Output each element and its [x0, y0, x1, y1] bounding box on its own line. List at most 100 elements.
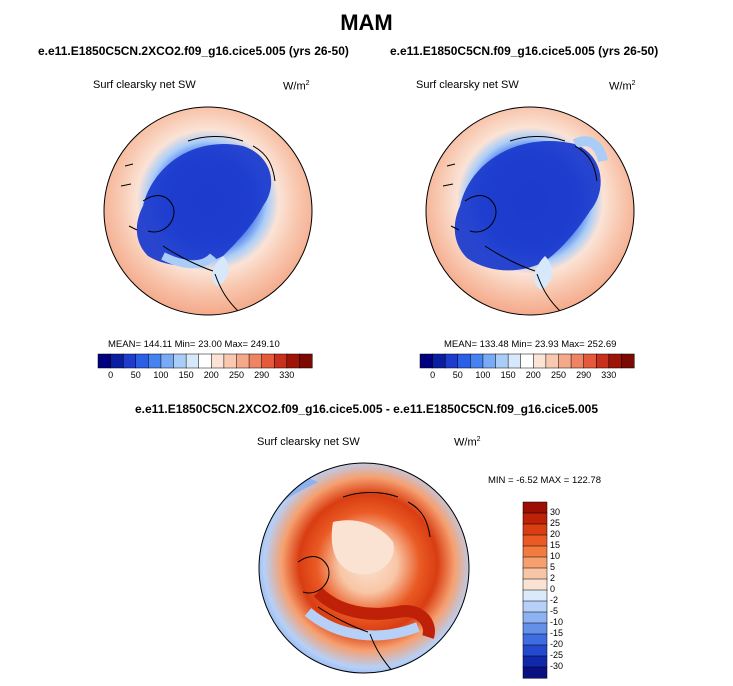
colorbar-tick-label: 15	[550, 540, 561, 550]
colorbar-tick-label: -2	[550, 595, 559, 605]
colorbar-swatch	[432, 353, 446, 369]
colorbar-tick-label: 10	[550, 551, 561, 561]
colorbar-tick-label: -30	[550, 661, 564, 671]
colorbar-swatch	[522, 589, 548, 602]
colorbar-swatch	[273, 353, 288, 369]
colorbar-tick-label: 150	[500, 370, 516, 380]
colorbar-swatch	[135, 353, 149, 369]
colorbar-swatch	[185, 353, 200, 369]
colorbar-swatch	[522, 578, 548, 591]
colorbar-swatch	[522, 534, 548, 547]
colorbar-swatch	[419, 353, 434, 369]
colorbar-swatch	[545, 353, 560, 369]
colorbar-swatch	[299, 353, 313, 369]
colorbar-swatch	[522, 622, 548, 635]
colorbar-tick-label: 200	[203, 370, 219, 380]
colorbar-swatch	[236, 353, 250, 369]
colorbar-tick-label: -20	[550, 639, 564, 649]
colorbar-tick-label: 30	[550, 507, 561, 517]
colorbar-tick-label: -10	[550, 617, 564, 627]
colorbar-swatch	[495, 353, 509, 369]
colorbar-tick-label: 250	[228, 370, 244, 380]
panel-1-colorbar	[97, 353, 313, 369]
colorbar-swatch	[286, 353, 300, 369]
panel-2-colorbar	[419, 353, 635, 369]
colorbar-tick-label: 0	[430, 370, 436, 380]
colorbar-tick-label: 330	[279, 370, 295, 380]
colorbar-swatch	[522, 545, 548, 558]
colorbar-swatch	[522, 666, 548, 679]
colorbar-tick-label: 250	[550, 370, 566, 380]
panel-1-stats: MEAN= 144.11 Min= 23.00 Max= 249.10	[108, 339, 280, 350]
colorbar-tick-label: 100	[153, 370, 169, 380]
colorbar-swatch	[522, 523, 548, 536]
colorbar-swatch	[522, 655, 548, 668]
colorbar-swatch	[558, 353, 572, 369]
difference-units: W/m2	[454, 436, 481, 449]
colorbar-swatch	[522, 600, 548, 613]
panel-1-units: W/m2	[283, 80, 310, 93]
colorbar-tick-label: 5	[550, 562, 556, 572]
panel-2-colorbar-ticks: 0 50 100 150 200 250 290 330	[420, 370, 634, 382]
main-title: MAM	[340, 10, 393, 35]
difference-polar-map	[258, 462, 470, 674]
colorbar-swatch	[522, 633, 548, 646]
difference-colorbar-ticks: 30 25 20 15 10 5 2 0 -2 -5 -10 -15 -20 -25 -30	[548, 502, 588, 678]
panel-2-units: W/m2	[609, 80, 636, 93]
colorbar-swatch	[520, 353, 534, 369]
panel-2-case-title: e.e11.E1850C5CN.f09_g16.cice5.005 (yrs 2…	[390, 44, 659, 58]
colorbar-swatch	[148, 353, 162, 369]
colorbar-tick-label: 290	[576, 370, 592, 380]
colorbar-tick-label: -25	[550, 650, 564, 660]
colorbar-tick-label: 290	[254, 370, 270, 380]
colorbar-swatch	[97, 353, 112, 369]
colorbar-swatch	[223, 353, 238, 369]
colorbar-swatch	[470, 353, 484, 369]
colorbar-tick-label: 0	[108, 370, 114, 380]
colorbar-swatch	[211, 353, 225, 369]
colorbar-swatch	[608, 353, 622, 369]
panel-2-polar-map	[425, 106, 635, 316]
panel-2-variable-label: Surf clearsky net SW	[416, 79, 519, 91]
difference-stats: MIN = -6.52 MAX = 122.78	[488, 475, 602, 486]
colorbar-swatch	[173, 353, 187, 369]
difference-variable-label: Surf clearsky net SW	[257, 436, 360, 448]
colorbar-tick-label: 0	[550, 584, 556, 594]
colorbar-tick-label: 25	[550, 518, 561, 528]
colorbar-swatch	[533, 353, 547, 369]
colorbar-swatch	[507, 353, 522, 369]
colorbar-swatch	[261, 353, 275, 369]
colorbar-swatch	[522, 644, 548, 657]
colorbar-tick-label: 2	[550, 573, 556, 583]
panel-1-variable-label: Surf clearsky net SW	[93, 79, 196, 91]
colorbar-tick-label: 50	[452, 370, 463, 380]
colorbar-swatch	[457, 353, 471, 369]
colorbar-swatch	[522, 556, 548, 569]
colorbar-swatch	[110, 353, 124, 369]
colorbar-tick-label: -15	[550, 628, 564, 638]
colorbar-swatch	[198, 353, 212, 369]
colorbar-swatch	[522, 501, 548, 514]
colorbar-tick-label: 330	[601, 370, 617, 380]
colorbar-tick-label: 20	[550, 529, 561, 539]
colorbar-swatch	[570, 353, 585, 369]
colorbar-swatch	[583, 353, 597, 369]
colorbar-swatch	[522, 611, 548, 624]
panel-2-stats: MEAN= 133.48 Min= 23.93 Max= 252.69	[444, 339, 617, 350]
colorbar-tick-label: -5	[550, 606, 559, 616]
colorbar-swatch	[122, 353, 137, 369]
colorbar-tick-label: 200	[525, 370, 541, 380]
colorbar-swatch	[248, 353, 263, 369]
difference-colorbar	[522, 501, 548, 679]
panel-1-colorbar-ticks: 0 50 100 150 200 250 290 330	[98, 370, 312, 382]
panel-1-polar-map	[103, 106, 313, 316]
colorbar-swatch	[482, 353, 497, 369]
colorbar-swatch	[621, 353, 635, 369]
colorbar-swatch	[522, 567, 548, 580]
colorbar-swatch	[444, 353, 459, 369]
colorbar-tick-label: 150	[178, 370, 194, 380]
colorbar-swatch	[160, 353, 175, 369]
colorbar-swatch	[595, 353, 610, 369]
colorbar-tick-label: 50	[130, 370, 141, 380]
panel-1-case-title: e.e11.E1850C5CN.2XCO2.f09_g16.cice5.005 …	[38, 44, 349, 58]
